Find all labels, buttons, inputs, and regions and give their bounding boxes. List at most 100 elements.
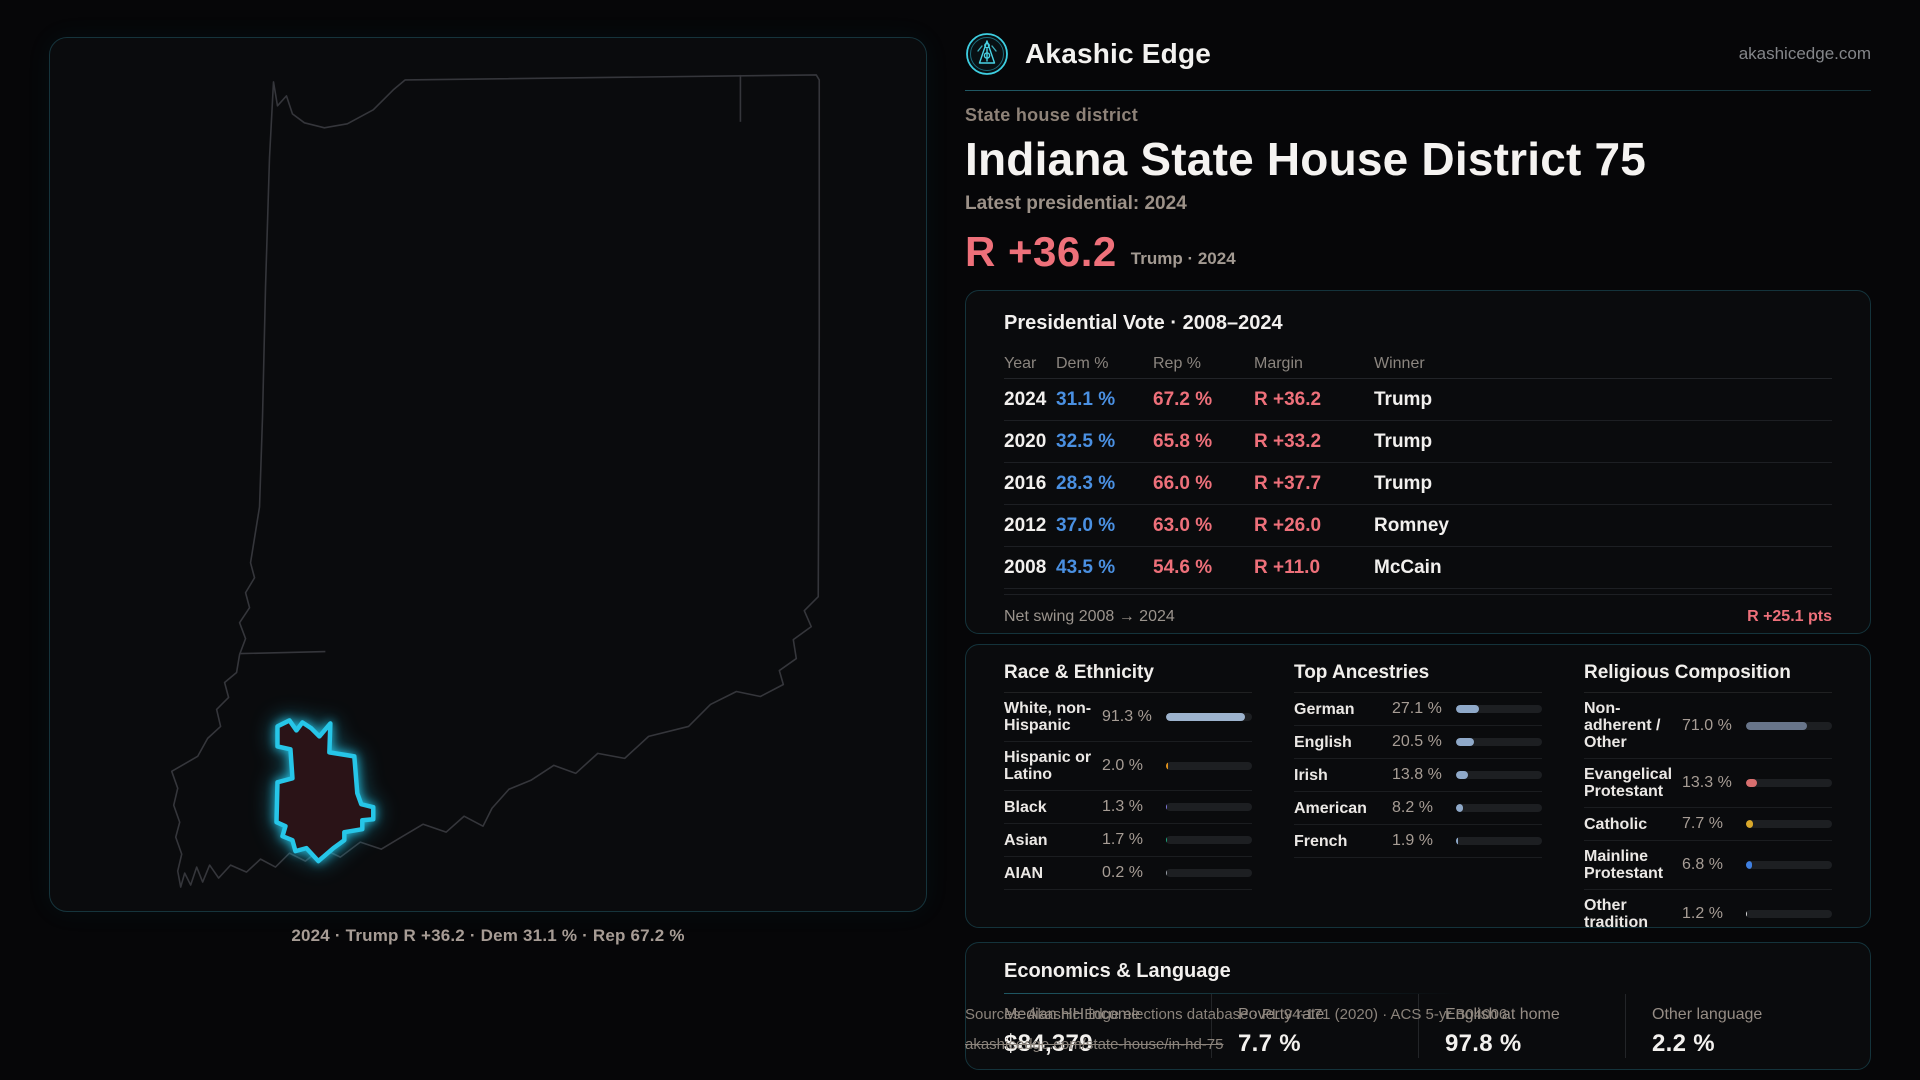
demographic-bar bbox=[1166, 803, 1252, 811]
demographic-label: Asian bbox=[1004, 831, 1048, 849]
demographic-bar-fill bbox=[1456, 705, 1480, 713]
demographic-value: 20.5 % bbox=[1392, 733, 1442, 750]
headline-margin-note: Trump · 2024 bbox=[1130, 249, 1236, 268]
vote-cell-dem: 43.5 % bbox=[1056, 556, 1116, 578]
highlighted-district-shape[interactable] bbox=[274, 718, 376, 864]
demographic-bar-fill bbox=[1456, 837, 1458, 845]
vote-cell-winner: Romney bbox=[1374, 514, 1449, 536]
demographic-row: Black 1.3 % bbox=[1004, 791, 1252, 824]
stat-value: 97.8 % bbox=[1445, 1030, 1522, 1057]
vote-cell-year: 2008 bbox=[1004, 556, 1047, 578]
demographic-bar bbox=[1456, 771, 1542, 779]
vote-cell-dem: 37.0 % bbox=[1056, 514, 1116, 536]
stat-label: English at home bbox=[1445, 1006, 1560, 1023]
vote-cell-winner: Trump bbox=[1374, 388, 1433, 410]
site-header: Akashic Edge akashicedge.com bbox=[965, 30, 1871, 78]
economics-stat: Poverty rate 7.7 % bbox=[1211, 994, 1418, 1058]
vote-cell-year: 2012 bbox=[1004, 514, 1047, 536]
economics-card: Economics & Language Median HH income $84… bbox=[965, 942, 1871, 1070]
demographic-row: Asian 1.7 % bbox=[1004, 824, 1252, 857]
demographic-label: American bbox=[1294, 799, 1367, 817]
demographic-value: 27.1 % bbox=[1392, 700, 1442, 717]
demographic-label: Hispanic or Latino bbox=[1004, 749, 1092, 783]
demographic-label: Irish bbox=[1294, 766, 1328, 784]
vote-table-row: 2012 37.0 % 63.0 % R +26.0 Romney bbox=[1004, 505, 1832, 547]
vote-cell-winner: Trump bbox=[1374, 430, 1433, 452]
economics-stat: Other language 2.2 % bbox=[1625, 994, 1832, 1058]
vote-cell-rep: 67.2 % bbox=[1153, 388, 1213, 410]
brand-name: Akashic Edge bbox=[1025, 38, 1212, 69]
stat-value: 7.7 % bbox=[1238, 1030, 1301, 1057]
vote-table-row: 2020 32.5 % 65.8 % R +33.2 Trump bbox=[1004, 421, 1832, 463]
vote-cell-year: 2016 bbox=[1004, 472, 1047, 494]
demographic-row: Hispanic or Latino 2.0 % bbox=[1004, 742, 1252, 791]
vote-table-row: 2024 31.1 % 67.2 % R +36.2 Trump bbox=[1004, 379, 1832, 421]
demographic-row: White, non-Hispanic 91.3 % bbox=[1004, 693, 1252, 742]
demographic-label: White, non-Hispanic bbox=[1004, 700, 1092, 734]
demographic-label: German bbox=[1294, 700, 1355, 718]
demographic-row: Non-adherent / Other 71.0 % bbox=[1584, 693, 1832, 759]
demographic-value: 71.0 % bbox=[1682, 716, 1732, 734]
presidential-vote-card: Presidential Vote · 2008–2024 Year Dem % R… bbox=[965, 290, 1871, 634]
economics-stats: Median HH income $84,379 Poverty rate 7.7 %… bbox=[1004, 994, 1832, 1058]
demographic-row: French 1.9 % bbox=[1294, 825, 1542, 858]
vote-cell-year: 2020 bbox=[1004, 430, 1047, 452]
vote-table-title: Presidential Vote · 2008–2024 bbox=[1004, 312, 1283, 334]
stat-value: 2.2 % bbox=[1652, 1030, 1715, 1057]
demographic-bar-fill bbox=[1746, 861, 1752, 869]
demographic-bar-fill bbox=[1166, 713, 1245, 721]
demographic-bar-fill bbox=[1746, 779, 1758, 787]
vote-cell-dem: 31.1 % bbox=[1056, 388, 1116, 410]
net-swing-label: Net swing 2008 → 2024 bbox=[1004, 608, 1175, 625]
demographic-value: 2.0 % bbox=[1102, 757, 1143, 774]
demographic-label: Mainline Protestant bbox=[1584, 848, 1664, 882]
demographic-label: Catholic bbox=[1584, 815, 1648, 833]
vote-cell-rep: 65.8 % bbox=[1153, 430, 1213, 452]
county-tick-line bbox=[240, 650, 326, 655]
demographic-bar bbox=[1456, 804, 1542, 812]
net-swing-value: R +25.1 pts bbox=[1747, 608, 1832, 625]
demographic-bar bbox=[1166, 869, 1252, 877]
demographic-bar-fill bbox=[1456, 738, 1474, 746]
demographic-bar-fill bbox=[1456, 804, 1464, 812]
stat-label: Other language bbox=[1652, 1006, 1763, 1023]
sources-line: Sources: Akashic Edge elections database… bbox=[965, 1006, 1508, 1023]
demographic-value: 8.2 % bbox=[1392, 799, 1433, 816]
demographic-bar bbox=[1456, 837, 1542, 845]
stat-value: $84,379 bbox=[1004, 1030, 1093, 1057]
site-url-link[interactable]: akashicedge.com bbox=[1738, 44, 1871, 63]
vote-cell-year: 2024 bbox=[1004, 388, 1047, 410]
demographic-panel: Top Ancestries German 27.1 % English 20.5 % I… bbox=[1294, 645, 1542, 927]
panel-title: Religious Composition bbox=[1584, 662, 1791, 683]
vote-cell-margin: R +37.7 bbox=[1254, 472, 1322, 494]
vote-col-header: Rep % bbox=[1153, 354, 1202, 372]
demographic-bar-fill bbox=[1456, 771, 1468, 779]
demographic-row: AIAN 0.2 % bbox=[1004, 857, 1252, 890]
headline-margin: R +36.2 Trump · 2024 bbox=[965, 226, 1871, 276]
sources-permalink[interactable]: akashicedge.com/state-house/in-hd-75 bbox=[965, 1036, 1224, 1053]
demographics-card: Race & Ethnicity White, non-Hispanic 91.3 … bbox=[965, 644, 1871, 928]
vote-cell-rep: 66.0 % bbox=[1153, 472, 1213, 494]
demographic-label: English bbox=[1294, 733, 1352, 751]
vote-cell-winner: Trump bbox=[1374, 472, 1433, 494]
demographic-bar bbox=[1166, 762, 1252, 770]
map-caption: 2024 · Trump R +36.2 · Dem 31.1 % · Rep … bbox=[291, 926, 685, 945]
vote-table-row: 2016 28.3 % 66.0 % R +37.7 Trump bbox=[1004, 463, 1832, 505]
demographic-row: German 27.1 % bbox=[1294, 693, 1542, 726]
net-swing-row: Net swing 2008 → 2024 R +25.1 pts bbox=[1004, 594, 1832, 633]
demographic-label: Other tradition bbox=[1584, 897, 1648, 928]
panel-divider bbox=[1004, 692, 1252, 693]
demographic-row: English 20.5 % bbox=[1294, 726, 1542, 759]
vote-table-header: Year Dem % Rep % Margin Winner bbox=[1004, 349, 1832, 379]
demographic-label: AIAN bbox=[1004, 864, 1044, 882]
demographic-bar-fill bbox=[1746, 910, 1748, 918]
demographic-bar-fill bbox=[1746, 721, 1808, 730]
sources-footer: Sources: Akashic Edge elections database… bbox=[965, 1004, 1507, 1055]
indiana-map bbox=[170, 74, 821, 888]
demographic-panel: Religious Composition Non-adherent / Othe… bbox=[1584, 645, 1832, 928]
demographic-bar bbox=[1456, 705, 1542, 713]
demographic-value: 7.7 % bbox=[1682, 815, 1723, 832]
demographic-value: 6.8 % bbox=[1682, 856, 1723, 873]
demographic-value: 1.9 % bbox=[1392, 832, 1433, 849]
demographic-label: French bbox=[1294, 832, 1348, 850]
